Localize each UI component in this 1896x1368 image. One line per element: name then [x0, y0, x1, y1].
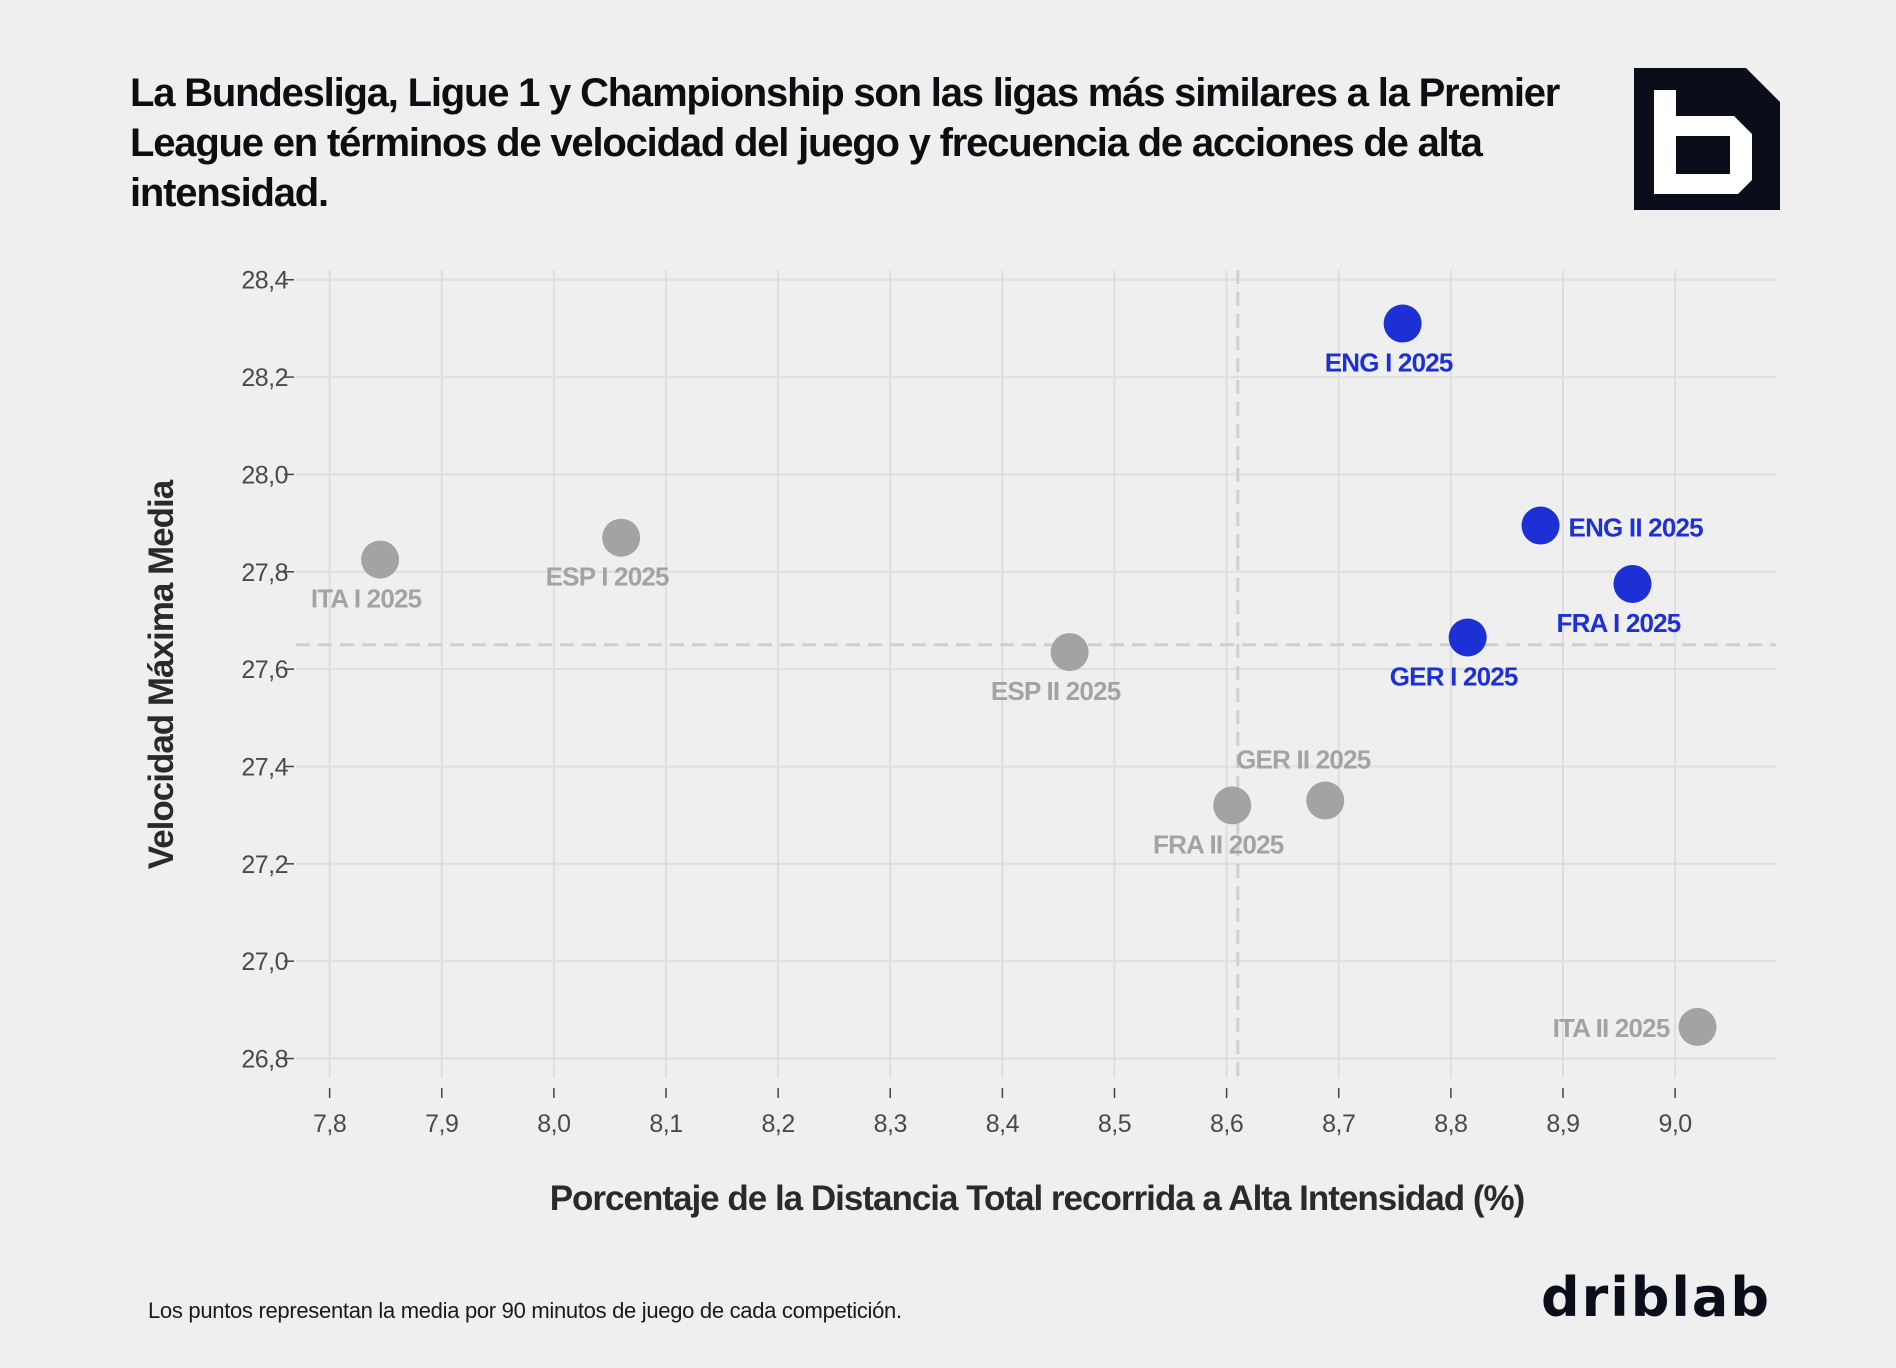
- grid-lines: [296, 270, 1776, 1078]
- scatter-point[interactable]: [1613, 564, 1652, 603]
- point-labels: ENG I 2025 ENG II 2025 FRA I 2025 GER I 202…: [311, 348, 1704, 1043]
- y-tick-label: 27,8: [241, 559, 288, 587]
- reference-lines: [296, 270, 1776, 1078]
- x-tick-label: 7,9: [425, 1110, 458, 1138]
- y-tick-label: 27,0: [241, 948, 288, 976]
- x-tick-label: 8,8: [1434, 1110, 1467, 1138]
- x-tick-label: 8,1: [649, 1110, 682, 1138]
- scatter-point[interactable]: [1383, 304, 1422, 343]
- x-tick-label: 8,9: [1546, 1110, 1579, 1138]
- driblab-wordmark: driblab: [1541, 1274, 1771, 1322]
- scatter-point[interactable]: [361, 540, 400, 579]
- chart-title: La Bundesliga, Ligue 1 y Championship so…: [130, 71, 1560, 215]
- y-axis-label: Velocidad Máxima Media: [142, 479, 181, 869]
- scatter-point[interactable]: [602, 518, 641, 557]
- y-tick-label: 27,2: [241, 851, 288, 879]
- y-tick-label: 27,6: [241, 656, 288, 684]
- driblab-b-logo-icon: [1634, 68, 1780, 210]
- y-tick-label: 28,4: [241, 267, 288, 295]
- scatter-point[interactable]: [1448, 618, 1487, 657]
- footnote: Los puntos representan la media por 90 m…: [148, 1298, 902, 1323]
- point-label: FRA II 2025: [1153, 829, 1284, 859]
- x-tick-label: 8,0: [537, 1110, 570, 1138]
- y-tick-label: 28,0: [241, 461, 288, 489]
- x-tick-label: 8,5: [1098, 1110, 1131, 1138]
- y-axis-ticks: 26,8 27,0 27,2 27,4 27,6 27,8 28,0 28,2 28,4: [241, 267, 294, 1074]
- driblab-wordmark-text: driblab: [1541, 1274, 1771, 1322]
- point-label: ENG I 2025: [1325, 348, 1453, 378]
- point-label: GER I 2025: [1390, 661, 1518, 691]
- point-label: ENG II 2025: [1569, 513, 1704, 543]
- x-tick-label: 8,6: [1210, 1110, 1243, 1138]
- x-axis-ticks: 7,8 7,9 8,0 8,1 8,2 8,3 8,4 8,5 8,6 8,7 8,8 8,9 9,0: [313, 1088, 1692, 1138]
- scatter-point[interactable]: [1213, 786, 1252, 825]
- x-tick-label: 8,7: [1322, 1110, 1355, 1138]
- x-tick-label: 8,2: [761, 1110, 794, 1138]
- point-label: ESP I 2025: [546, 562, 669, 592]
- data-points: [361, 304, 1717, 1046]
- y-tick-label: 28,2: [241, 364, 288, 392]
- point-label: FRA I 2025: [1556, 608, 1680, 638]
- point-label: ITA I 2025: [311, 584, 422, 614]
- scatter-point[interactable]: [1050, 633, 1089, 672]
- x-tick-label: 9,0: [1658, 1110, 1691, 1138]
- x-tick-label: 7,8: [313, 1110, 346, 1138]
- point-label: ITA II 2025: [1553, 1013, 1670, 1043]
- x-axis-label: Porcentaje de la Distancia Total recorri…: [550, 1179, 1525, 1218]
- scatter-point[interactable]: [1521, 506, 1560, 545]
- scatter-plot: 7,8 7,9 8,0 8,1 8,2 8,3 8,4 8,5 8,6 8,7 8,8 8,9 9,0 …: [142, 267, 1776, 1218]
- x-tick-label: 8,4: [986, 1110, 1020, 1138]
- x-tick-label: 8,3: [874, 1110, 907, 1138]
- y-tick-label: 26,8: [241, 1046, 288, 1074]
- point-label: ESP II 2025: [991, 676, 1121, 706]
- y-tick-label: 27,4: [241, 753, 288, 781]
- scatter-point[interactable]: [1306, 781, 1345, 820]
- scatter-point[interactable]: [1678, 1007, 1717, 1046]
- point-label: GER II 2025: [1236, 745, 1371, 775]
